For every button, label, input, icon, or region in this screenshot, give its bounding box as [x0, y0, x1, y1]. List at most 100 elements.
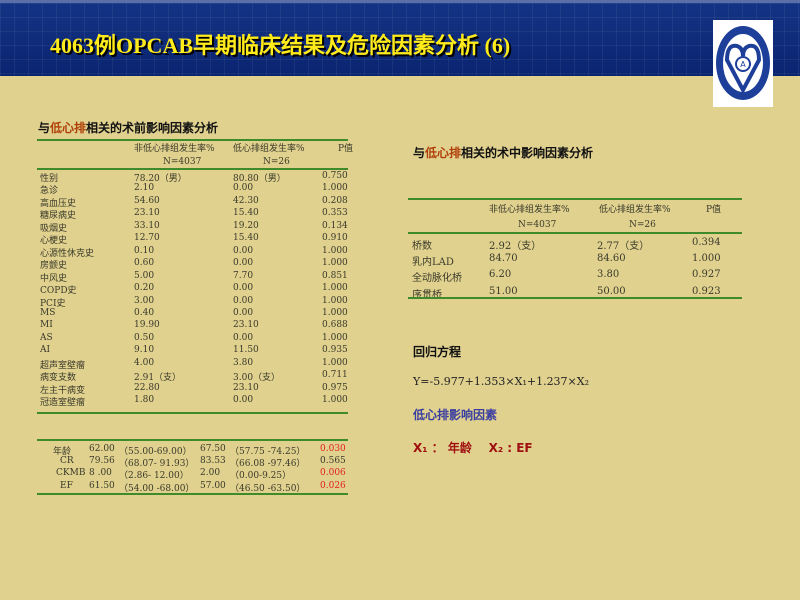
table-cell: 1.000 — [322, 395, 348, 406]
table-cell: 0.00 — [233, 283, 254, 294]
table-cell: 0.134 — [322, 220, 348, 231]
table-cell: 0.565 — [320, 456, 346, 467]
table-cell: COPD史 — [40, 286, 77, 297]
table-cell: （0.00-9.25） — [230, 471, 292, 482]
table-cell: 62.00 — [89, 444, 115, 454]
table-cell: 0.00 — [233, 245, 254, 256]
table-cell: 0.50 — [134, 332, 155, 343]
table-cell: （68.07- 91.93） — [119, 459, 195, 470]
table-cell: 0.00 — [233, 395, 254, 406]
table-cell: 心源性休克史 — [40, 248, 95, 259]
table-cell: 0.20 — [134, 283, 155, 294]
table-cell: 病变支数 — [40, 373, 77, 384]
table-cell: 8 .00 — [89, 468, 112, 479]
table-cell: 19.90 — [134, 320, 160, 331]
col-header: 非低心排组发生率% — [489, 205, 570, 215]
table-cell: 1.000 — [322, 295, 348, 306]
table-cell: 高血压史 — [40, 198, 77, 209]
table-cell: 23.10 — [233, 382, 259, 393]
table-cell: 心梗史 — [40, 236, 68, 247]
table-cell: 0.40 — [134, 307, 155, 318]
table-cell: 33.10 — [134, 220, 160, 231]
table-cell: MI — [40, 320, 53, 331]
intraop-heading: 与低心排相关的术中影响因素分析 — [413, 146, 594, 160]
table-cell: AS — [40, 332, 53, 343]
slide-title: 4063例OPCAB早期临床结果及危险因素分析 (6) — [50, 33, 511, 58]
table-cell: 0.353 — [322, 208, 348, 219]
table-cell: 1.000 — [322, 357, 348, 368]
title-bar — [0, 0, 800, 76]
col-header: P值 — [706, 205, 722, 215]
table-cell: PCI史 — [40, 298, 66, 309]
table-cell: 0.927 — [692, 269, 721, 281]
col-header: P值 — [338, 144, 354, 154]
table-cell: 1.000 — [322, 307, 348, 318]
col-header: 非低心排组发生率% — [134, 144, 215, 154]
table-cell: 2.92（支） — [489, 241, 542, 252]
rule — [37, 412, 348, 414]
table-cell: 急诊 — [40, 186, 59, 197]
table-cell: 0.711 — [322, 370, 348, 381]
table-cell: 6.20 — [489, 269, 512, 281]
table-cell: 0.750 — [322, 171, 348, 181]
table-cell: 2.77（支） — [597, 241, 650, 252]
table-cell: 23.10 — [233, 320, 259, 331]
table-cell: （57.75 -74.25） — [230, 447, 306, 457]
table-cell: 67.50 — [200, 444, 226, 454]
table-cell: 0.026 — [320, 480, 346, 491]
table-cell: EF — [60, 480, 73, 491]
table-cell: 3.00 — [134, 295, 155, 306]
table-cell: （55.00-69.00） — [119, 447, 192, 457]
table-cell: 2.91（支） — [134, 373, 182, 384]
col-header: N=4037 — [518, 220, 557, 230]
table-cell: 0.006 — [320, 468, 346, 479]
table-cell: 1.000 — [322, 183, 348, 194]
col-header: N=4037 — [163, 157, 202, 167]
table-cell: 22.80 — [134, 382, 160, 393]
table-cell: 1.000 — [692, 253, 721, 265]
table-cell: 1.80 — [134, 395, 155, 406]
rule — [408, 232, 742, 234]
table-cell: 61.50 — [89, 480, 115, 491]
table-cell: 0.00 — [233, 295, 254, 306]
table-cell: 83.53 — [200, 456, 226, 467]
factors: X₁ ： 年龄 X₂ : EF — [413, 441, 533, 455]
table-cell: 0.688 — [322, 320, 348, 331]
table-cell: 0.910 — [322, 233, 348, 244]
table-cell: MS — [40, 307, 56, 318]
table-cell: 序贯桥 — [412, 289, 442, 301]
table-cell: 超声室壁瘤 — [40, 360, 86, 371]
col-header: 低心排组发生率% — [599, 205, 671, 215]
table-cell: 5.00 — [134, 270, 155, 281]
col-header: N=26 — [263, 157, 290, 167]
table-cell: （66.08 -97.46） — [230, 459, 306, 470]
table-cell: 2.10 — [134, 183, 155, 194]
table-cell: 房颤史 — [40, 261, 68, 272]
table-cell: 3.80 — [233, 357, 254, 368]
table-cell: 51.00 — [489, 285, 518, 297]
table-cell: 左主干病变 — [40, 385, 86, 396]
table-cell: 0.923 — [692, 285, 721, 297]
table-cell: 3.80 — [597, 269, 620, 281]
table-cell: 桥数 — [412, 241, 432, 252]
table-cell: 1.000 — [322, 332, 348, 343]
table-cell: 0.208 — [322, 195, 348, 206]
table-cell: 0.394 — [692, 237, 721, 248]
regression-heading: 回归方程 — [413, 345, 462, 359]
table-cell: （2.86- 12.00） — [119, 471, 189, 482]
rule — [408, 198, 742, 200]
preop-heading: 与低心排相关的术前影响因素分析 — [38, 121, 219, 135]
table-cell: 0.10 — [134, 245, 155, 256]
table-cell: 7.70 — [233, 270, 254, 281]
rule — [37, 493, 348, 495]
table-cell: 54.60 — [134, 195, 160, 206]
table-cell: 冠造室壁瘤 — [40, 398, 86, 409]
table-cell: 23.10 — [134, 208, 160, 219]
svg-text:A: A — [740, 60, 746, 69]
table-cell: 中风史 — [40, 273, 68, 284]
table-cell: 1.000 — [322, 258, 348, 269]
table-cell: 乳内LAD — [412, 257, 454, 269]
table-cell: 42.30 — [233, 195, 259, 206]
table-cell: 57.00 — [200, 480, 226, 491]
table-cell: 1.000 — [322, 245, 348, 256]
